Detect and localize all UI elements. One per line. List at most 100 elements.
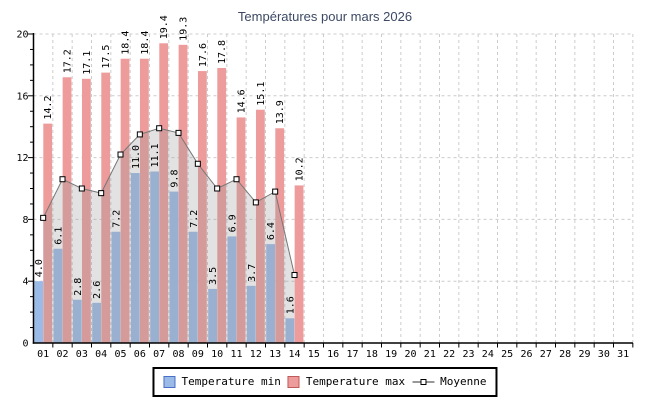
x-tick-label: 19 (385, 349, 397, 360)
moyenne-marker (291, 272, 298, 279)
x-tick-label: 10 (211, 349, 223, 360)
moyenne-marker (233, 176, 240, 183)
max-value-label: 17.1 (82, 51, 93, 75)
max-value-label: 17.8 (217, 40, 228, 64)
x-tick-label: 14 (288, 349, 300, 360)
temperature-max-bar (255, 109, 265, 343)
moyenne-line (42, 127, 295, 276)
x-tick-label: 31 (617, 349, 629, 360)
legend-item-temperature-max: Temperature max (287, 375, 406, 388)
x-tick-label: 27 (540, 349, 552, 360)
temperature-max-bar (217, 67, 227, 344)
y-tick-label: 16 (16, 91, 28, 102)
x-tick-label: 22 (443, 349, 455, 360)
x-tick-label: 20 (404, 349, 416, 360)
x-tick-label: 25 (501, 349, 513, 360)
x-tick-label: 18 (366, 349, 378, 360)
x-tick-label: 03 (76, 349, 88, 360)
max-value-label: 10.2 (295, 157, 306, 181)
x-tick-label: 17 (346, 349, 358, 360)
x-tick-label: 23 (462, 349, 474, 360)
y-tick-label: 20 (16, 30, 28, 41)
temperature-max-bar (236, 117, 246, 344)
moyenne-marker (175, 129, 182, 136)
temperature-min-bar (188, 231, 198, 343)
moyenne-marker (252, 199, 259, 206)
temperature-max-bar (43, 123, 53, 343)
min-value-label: 6.9 (227, 214, 238, 232)
temperature-max-bar (62, 77, 72, 343)
temperature-min-bar (92, 302, 101, 343)
y-tick-label: 12 (16, 153, 28, 164)
temperature-max-bar (294, 185, 304, 343)
x-tick-label: 21 (424, 349, 436, 360)
x-tick-label: 24 (482, 349, 494, 360)
x-tick-label: 05 (114, 349, 126, 360)
moyenne-marker (78, 185, 85, 192)
x-tick-label: 12 (250, 349, 262, 360)
min-value-label: 7.2 (111, 210, 122, 228)
max-value-label: 14.6 (237, 89, 248, 113)
temperature-min-bar (266, 244, 275, 343)
temperature-max-bar (275, 128, 285, 343)
moyenne-marker (272, 188, 279, 195)
moyenne-marker (98, 190, 105, 197)
temperature-max-swatch-icon (287, 376, 300, 388)
moyenne-marker (214, 185, 221, 192)
y-tick-label: 4 (22, 277, 28, 288)
max-value-label: 17.6 (198, 43, 209, 67)
min-value-label: 7.2 (189, 210, 200, 228)
max-value-label: 19.3 (179, 17, 190, 41)
x-tick-label: 16 (327, 349, 339, 360)
x-tick-label: 01 (37, 349, 49, 360)
moyenne-line-icon (412, 379, 435, 385)
temperature-min-bar (111, 231, 121, 343)
temperature-min-bar (150, 171, 159, 343)
x-tick-label: 28 (559, 349, 571, 360)
x-tick-label: 09 (192, 349, 204, 360)
min-value-label: 2.6 (92, 281, 103, 299)
min-value-label: 11.1 (150, 143, 161, 167)
min-value-label: 9.8 (169, 170, 180, 188)
min-value-label: 3.7 (247, 264, 258, 282)
temperature-min-bar (227, 236, 237, 343)
temperature-max-bar (159, 43, 169, 344)
x-tick-label: 06 (134, 349, 146, 360)
x-tick-label: 29 (578, 349, 590, 360)
moyenne-marker (194, 160, 201, 167)
chart-title: Températures pour mars 2026 (237, 9, 413, 24)
legend-label-temperature-min: Temperature min (181, 375, 281, 388)
temperature-max-bar (139, 58, 149, 343)
x-tick-label: 02 (56, 349, 68, 360)
x-tick-label: 07 (153, 349, 165, 360)
legend-label-temperature-max: Temperature max (305, 375, 406, 388)
x-tick-label: 15 (308, 349, 320, 360)
min-value-label: 6.1 (53, 227, 64, 245)
x-tick-label: 13 (269, 349, 281, 360)
min-value-label: 1.6 (285, 296, 296, 314)
temperature-max-bar (197, 71, 207, 343)
min-value-label: 6.4 (266, 222, 277, 240)
x-tick-label: 11 (230, 349, 242, 360)
min-value-label: 4.0 (34, 259, 45, 277)
max-value-label: 17.2 (63, 49, 74, 73)
temperature-min-swatch-icon (163, 376, 176, 388)
moyenne-marker (40, 214, 47, 221)
temperature-min-bar (72, 299, 82, 343)
y-tick-label: 8 (22, 215, 28, 226)
max-value-label: 13.9 (275, 100, 286, 124)
min-value-label: 3.5 (208, 267, 219, 285)
moyenne-marker (117, 151, 124, 158)
x-tick-label: 08 (172, 349, 184, 360)
moyenne-marker (156, 125, 163, 132)
temperature-max-bar (120, 58, 130, 343)
x-tick-label: 26 (520, 349, 532, 360)
temperature-max-bar (81, 78, 91, 344)
x-tick-label: 04 (95, 349, 107, 360)
temperature-min-bar (285, 318, 295, 343)
temperature-max-bar (178, 44, 188, 343)
max-value-label: 18.4 (140, 31, 151, 55)
moyenne-marker (59, 176, 66, 183)
